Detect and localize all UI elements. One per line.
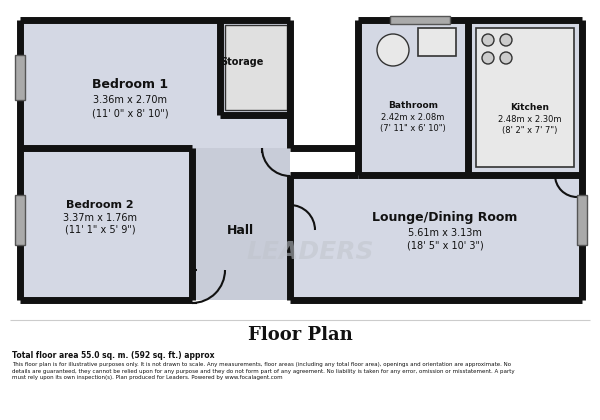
- Bar: [390, 16, 450, 24]
- Text: Kitchen: Kitchen: [511, 103, 550, 113]
- Bar: [225, 25, 287, 110]
- Text: Bathroom: Bathroom: [388, 100, 438, 110]
- Bar: [468, 20, 582, 175]
- Text: Bedroom 2: Bedroom 2: [66, 200, 134, 210]
- Text: Lounge/Dining Room: Lounge/Dining Room: [373, 212, 518, 225]
- Text: Bedroom 1: Bedroom 1: [92, 79, 168, 92]
- Text: (18' 5" x 10' 3"): (18' 5" x 10' 3"): [407, 241, 484, 251]
- Text: 5.61m x 3.13m: 5.61m x 3.13m: [408, 228, 482, 238]
- Text: 3.36m x 2.70m: 3.36m x 2.70m: [93, 95, 167, 105]
- Bar: [20, 20, 290, 148]
- Text: 2.42m x 2.08m: 2.42m x 2.08m: [382, 113, 445, 123]
- Bar: [418, 28, 456, 56]
- Text: Storage: Storage: [220, 57, 263, 67]
- Text: This floor plan is for illustrative purposes only. It is not drawn to scale. Any: This floor plan is for illustrative purp…: [12, 362, 515, 380]
- Circle shape: [500, 34, 512, 46]
- Text: 3.37m x 1.76m: 3.37m x 1.76m: [63, 213, 137, 223]
- Text: (7' 11" x 6' 10"): (7' 11" x 6' 10"): [380, 124, 446, 134]
- Bar: [15, 55, 25, 100]
- Bar: [220, 20, 290, 115]
- Circle shape: [500, 52, 512, 64]
- Text: Hall: Hall: [226, 223, 254, 236]
- Bar: [358, 20, 468, 175]
- Bar: [15, 195, 25, 245]
- Text: Total floor area 55.0 sq. m. (592 sq. ft.) approx: Total floor area 55.0 sq. m. (592 sq. ft…: [12, 351, 215, 360]
- Text: 2.48m x 2.30m: 2.48m x 2.30m: [498, 116, 562, 124]
- Bar: [476, 28, 574, 167]
- Bar: [577, 195, 587, 245]
- Circle shape: [377, 34, 409, 66]
- Text: LEADERS: LEADERS: [246, 240, 374, 264]
- Polygon shape: [192, 148, 290, 300]
- Bar: [290, 175, 582, 300]
- Text: (11' 1" x 5' 9"): (11' 1" x 5' 9"): [65, 225, 136, 235]
- Circle shape: [482, 34, 494, 46]
- Text: Floor Plan: Floor Plan: [248, 326, 352, 344]
- Bar: [20, 148, 192, 300]
- Text: (8' 2" x 7' 7"): (8' 2" x 7' 7"): [502, 126, 557, 136]
- Text: (11' 0" x 8' 10"): (11' 0" x 8' 10"): [92, 108, 169, 118]
- Circle shape: [482, 52, 494, 64]
